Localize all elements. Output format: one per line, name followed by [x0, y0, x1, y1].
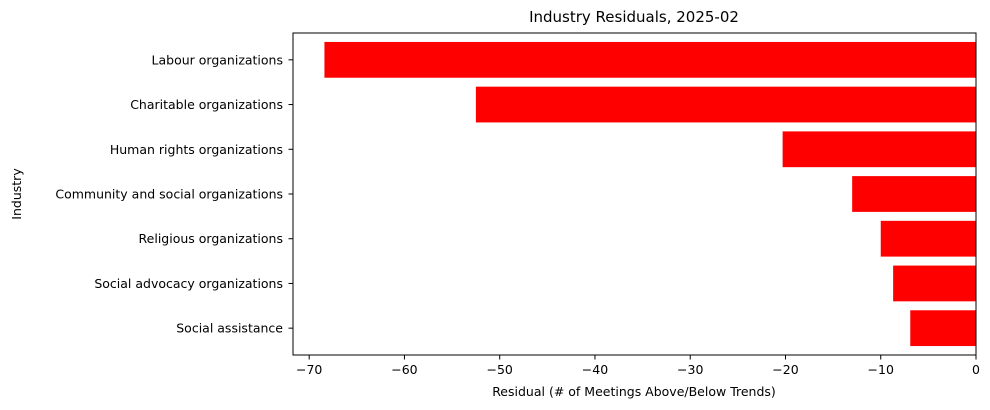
y-axis-label: Industry [9, 168, 24, 220]
x-axis-label: Residual (# of Meetings Above/Below Tren… [492, 384, 776, 399]
bar [782, 131, 976, 168]
y-tick-label: Human rights organizations [110, 142, 283, 157]
y-tick-label: Charitable organizations [130, 97, 283, 112]
bar [910, 310, 976, 347]
y-tick-label: Community and social organizations [55, 187, 283, 202]
x-tick-label: −40 [582, 362, 608, 377]
bar [893, 265, 976, 302]
y-tick-label: Social assistance [176, 321, 283, 336]
y-tick-label: Religious organizations [139, 231, 283, 246]
y-tick-label: Labour organizations [152, 52, 283, 67]
x-axis: −70 −60 −50 −40 −30 −20 −10 0 [296, 355, 980, 377]
y-axis: Labour organizations Charitable organizat… [55, 52, 293, 336]
bar [852, 176, 976, 212]
y-tick-label: Social advocacy organizations [94, 276, 283, 291]
x-tick-label: −30 [677, 362, 703, 377]
x-tick-label: −70 [296, 362, 322, 377]
bar [475, 86, 976, 123]
chart-title: Industry Residuals, 2025-02 [529, 8, 739, 26]
x-tick-label: −50 [487, 362, 513, 377]
bar [880, 220, 976, 257]
x-tick-label: 0 [972, 362, 980, 377]
bar [324, 41, 976, 78]
bars-group [324, 41, 976, 347]
x-tick-label: −10 [868, 362, 894, 377]
x-tick-label: −60 [391, 362, 417, 377]
x-tick-label: −20 [772, 362, 798, 377]
